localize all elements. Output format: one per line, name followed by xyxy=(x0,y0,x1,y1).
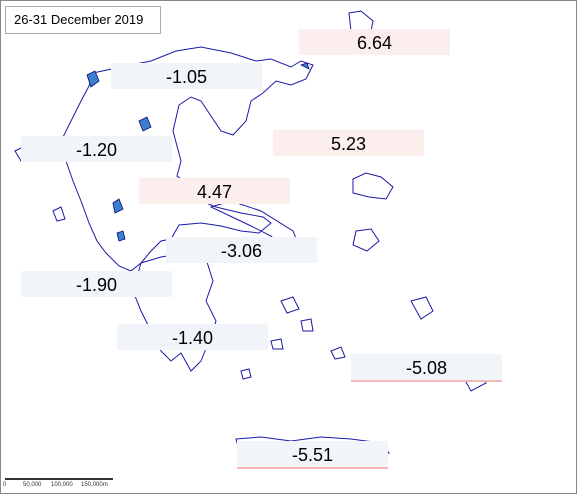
value-label: -5.08 xyxy=(351,354,502,382)
value-label: -1.40 xyxy=(117,324,268,350)
value-label: -1.90 xyxy=(21,271,172,297)
value-label: -1.20 xyxy=(21,136,172,162)
scale-label: 150,000m xyxy=(81,482,108,488)
scale-label: 100,000 xyxy=(51,482,73,488)
value-label: -5.51 xyxy=(237,441,388,469)
value-label: -1.05 xyxy=(111,63,262,89)
value-label: 5.23 xyxy=(273,130,424,156)
scale-label: 0 xyxy=(3,482,7,488)
value-label: 6.64 xyxy=(299,29,450,55)
scale-label: 50,000 xyxy=(23,482,42,488)
title: 26-31 December 2019 xyxy=(5,6,161,34)
value-label: 4.47 xyxy=(139,178,290,204)
value-label: -3.06 xyxy=(166,237,317,263)
